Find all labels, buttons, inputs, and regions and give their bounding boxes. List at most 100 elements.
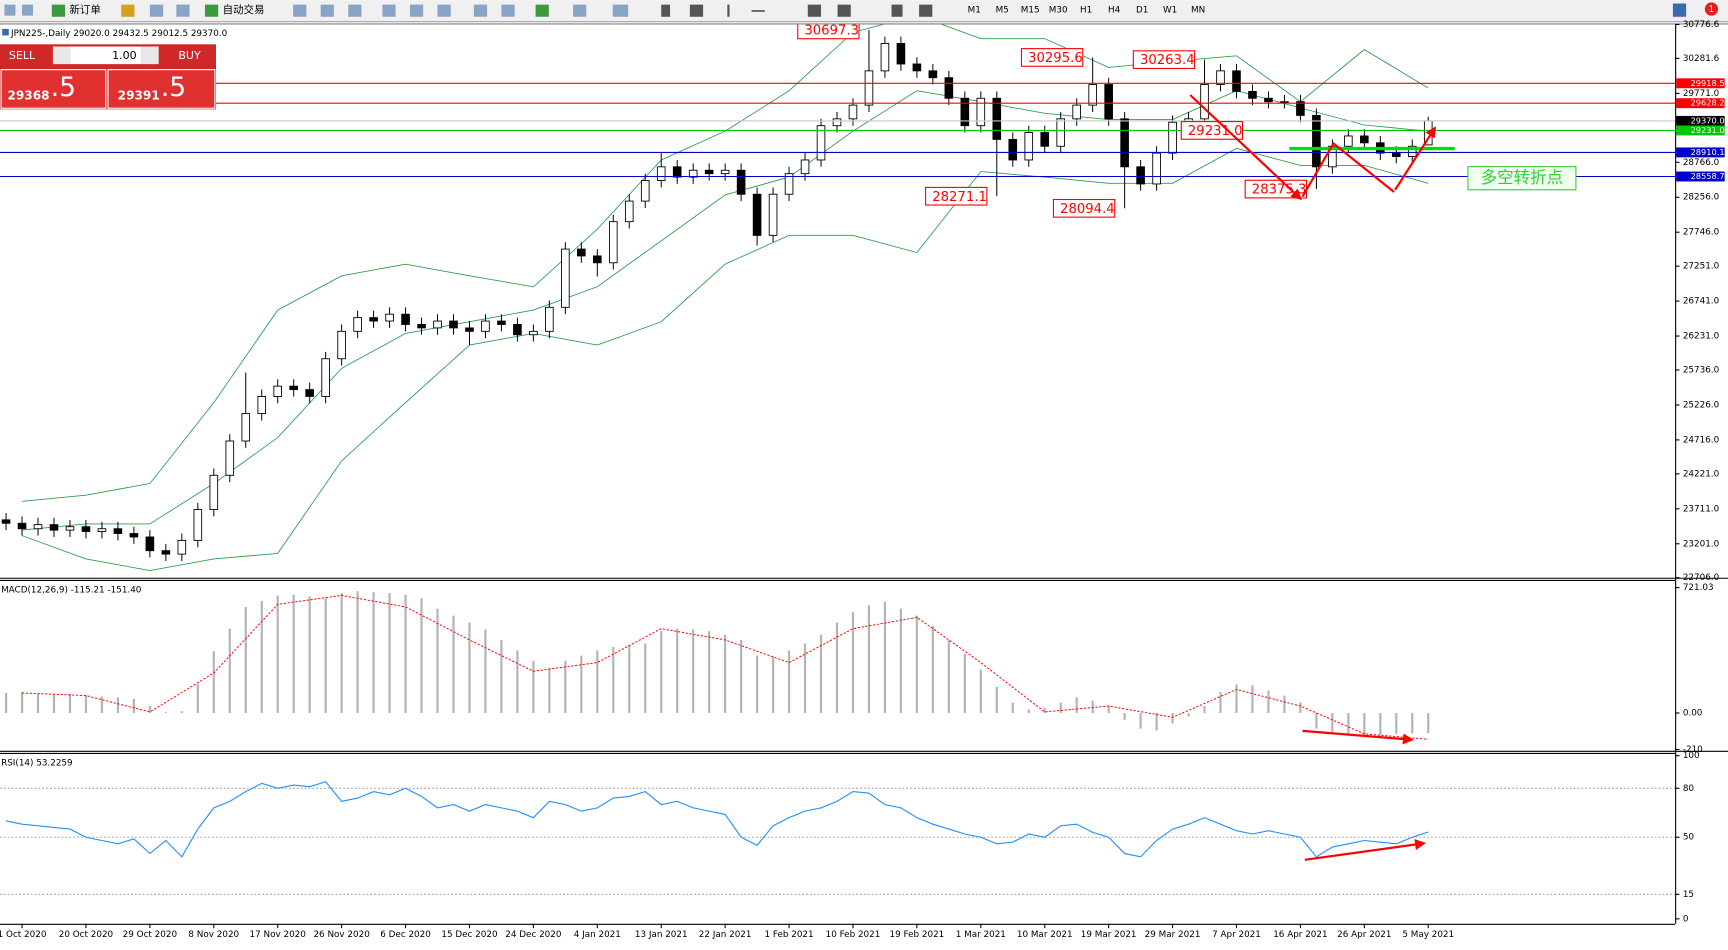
note-box: [1467, 166, 1577, 191]
y-tick-label: 25226.0: [1683, 400, 1720, 410]
y-tick-label: 26231.0: [1683, 332, 1720, 342]
macd-histogram-bar: [1395, 712, 1398, 734]
timeframe-button[interactable]: M1: [968, 6, 981, 16]
icon[interactable]: [501, 4, 515, 17]
macd-histogram-bar: [692, 629, 695, 713]
candle-body: [225, 440, 235, 476]
icon[interactable]: [22, 4, 34, 16]
candle-body: [1344, 135, 1353, 147]
icon[interactable]: [437, 4, 451, 17]
lot-value[interactable]: 1.00: [112, 49, 137, 62]
price-level-label: 29370.0: [1691, 115, 1725, 125]
icon[interactable]: [807, 4, 822, 17]
macd-histogram-bar: [228, 628, 231, 713]
macd-histogram-bar: [580, 655, 583, 713]
macd-histogram-bar: [1411, 712, 1414, 734]
macd-histogram-bar: [1219, 692, 1222, 713]
candle-body: [289, 385, 298, 391]
candle-body: [624, 200, 634, 223]
candle-body: [529, 330, 538, 336]
macd-histogram-bar: [68, 693, 72, 713]
x-tick-label: 6 Dec 2020: [380, 930, 431, 940]
notification-badge[interactable]: [1704, 2, 1719, 16]
icon[interactable]: [348, 4, 362, 17]
icon[interactable]: [473, 4, 488, 17]
icon[interactable]: [409, 4, 424, 17]
macd-histogram-bar: [851, 612, 855, 713]
auto-trading-button[interactable]: 自动交易: [223, 3, 265, 16]
new-order-icon[interactable]: [51, 4, 66, 17]
y-tick-label: 27251.0: [1683, 262, 1720, 272]
icon[interactable]: [891, 4, 903, 17]
timeframe-button[interactable]: M15: [1021, 6, 1040, 16]
macd-histogram-bar: [420, 598, 423, 713]
axes: 30776.6 30281.6 29771.0 28766.0 28256.0 27746…: [0, 20, 1725, 940]
sell-price[interactable]: 29368: [7, 89, 49, 103]
buy-button[interactable]: [107, 69, 216, 109]
x-tick-label: 1 Oct 2020: [0, 930, 47, 940]
candle-body: [1072, 104, 1081, 120]
macd-histogram-bar: [740, 639, 743, 713]
candle-body: [321, 358, 330, 397]
macd-histogram-bar: [1139, 712, 1142, 729]
search-icon[interactable]: [1672, 3, 1687, 17]
annotation-box: [1180, 121, 1244, 140]
icon[interactable]: [837, 4, 851, 17]
candle-body: [832, 118, 842, 127]
timeframe-button[interactable]: H1: [1080, 6, 1092, 16]
icon[interactable]: [751, 10, 765, 12]
icon[interactable]: [919, 4, 933, 17]
annotation-box: [1020, 48, 1084, 67]
sell-price-fraction[interactable]: .5: [51, 72, 76, 103]
icon[interactable]: [612, 4, 629, 17]
x-tick-label: 17 Nov 2020: [250, 930, 307, 940]
price-panel: 30697.3 28271.1 30295.6 28094.4 30263.4 29231…: [0, 24, 1676, 572]
icon[interactable]: [320, 4, 334, 17]
candle-body: [928, 70, 938, 79]
auto-trading-icon[interactable]: [204, 4, 219, 17]
timeframe-button[interactable]: MN: [1191, 6, 1205, 16]
y-tick-label: 80: [1683, 784, 1695, 794]
lot-input[interactable]: [70, 46, 142, 65]
icon[interactable]: [176, 4, 190, 17]
icon[interactable]: [689, 4, 704, 17]
icon[interactable]: [535, 4, 549, 17]
candle-body: [1056, 118, 1066, 147]
sell-button[interactable]: [0, 69, 107, 109]
lot-down[interactable]: [52, 46, 71, 65]
icon[interactable]: [121, 4, 135, 17]
macd-histogram-bar: [1235, 684, 1238, 713]
timeframe-button[interactable]: M30: [1049, 6, 1068, 16]
buy-label[interactable]: BUY: [178, 49, 201, 62]
buy-price-fraction[interactable]: .5: [161, 72, 186, 103]
icon[interactable]: [727, 4, 730, 17]
timeframe-button[interactable]: M5: [996, 6, 1009, 16]
icon[interactable]: [4, 4, 16, 16]
candle-body: [113, 528, 123, 534]
sell-label[interactable]: SELL: [9, 49, 36, 62]
macd-histogram-bar: [356, 591, 359, 713]
y-tick-label: 30281.6: [1683, 54, 1720, 64]
candle-body: [1280, 101, 1289, 104]
candle-body: [608, 221, 618, 264]
icon[interactable]: [661, 4, 671, 17]
macd-histogram-bar: [915, 615, 918, 713]
new-order-button[interactable]: 新订单: [69, 3, 100, 16]
timeframe-button[interactable]: D1: [1136, 6, 1148, 16]
x-tick-label: 13 Jan 2021: [635, 930, 688, 940]
icon[interactable]: [293, 4, 307, 17]
x-tick-label: 15 Dec 2020: [441, 930, 498, 940]
macd-histogram-bar: [835, 622, 839, 713]
icon[interactable]: [149, 4, 164, 17]
icon[interactable]: [573, 4, 587, 17]
icon[interactable]: [382, 4, 396, 17]
candle-body: [177, 539, 187, 555]
lot-up[interactable]: [141, 46, 159, 65]
annotation-label: 28271.1: [932, 190, 987, 205]
candle-body: [1216, 70, 1225, 85]
buy-price[interactable]: 29391: [118, 89, 160, 103]
timeframe-button[interactable]: W1: [1163, 6, 1177, 16]
panel-title: JPN225-,Daily 29020.0 29432.5 29012.5 29…: [10, 29, 228, 39]
macd-panel: MACD(12,26,9) -115.21 -151.40: [1, 585, 1430, 740]
timeframe-button[interactable]: H4: [1108, 6, 1121, 16]
